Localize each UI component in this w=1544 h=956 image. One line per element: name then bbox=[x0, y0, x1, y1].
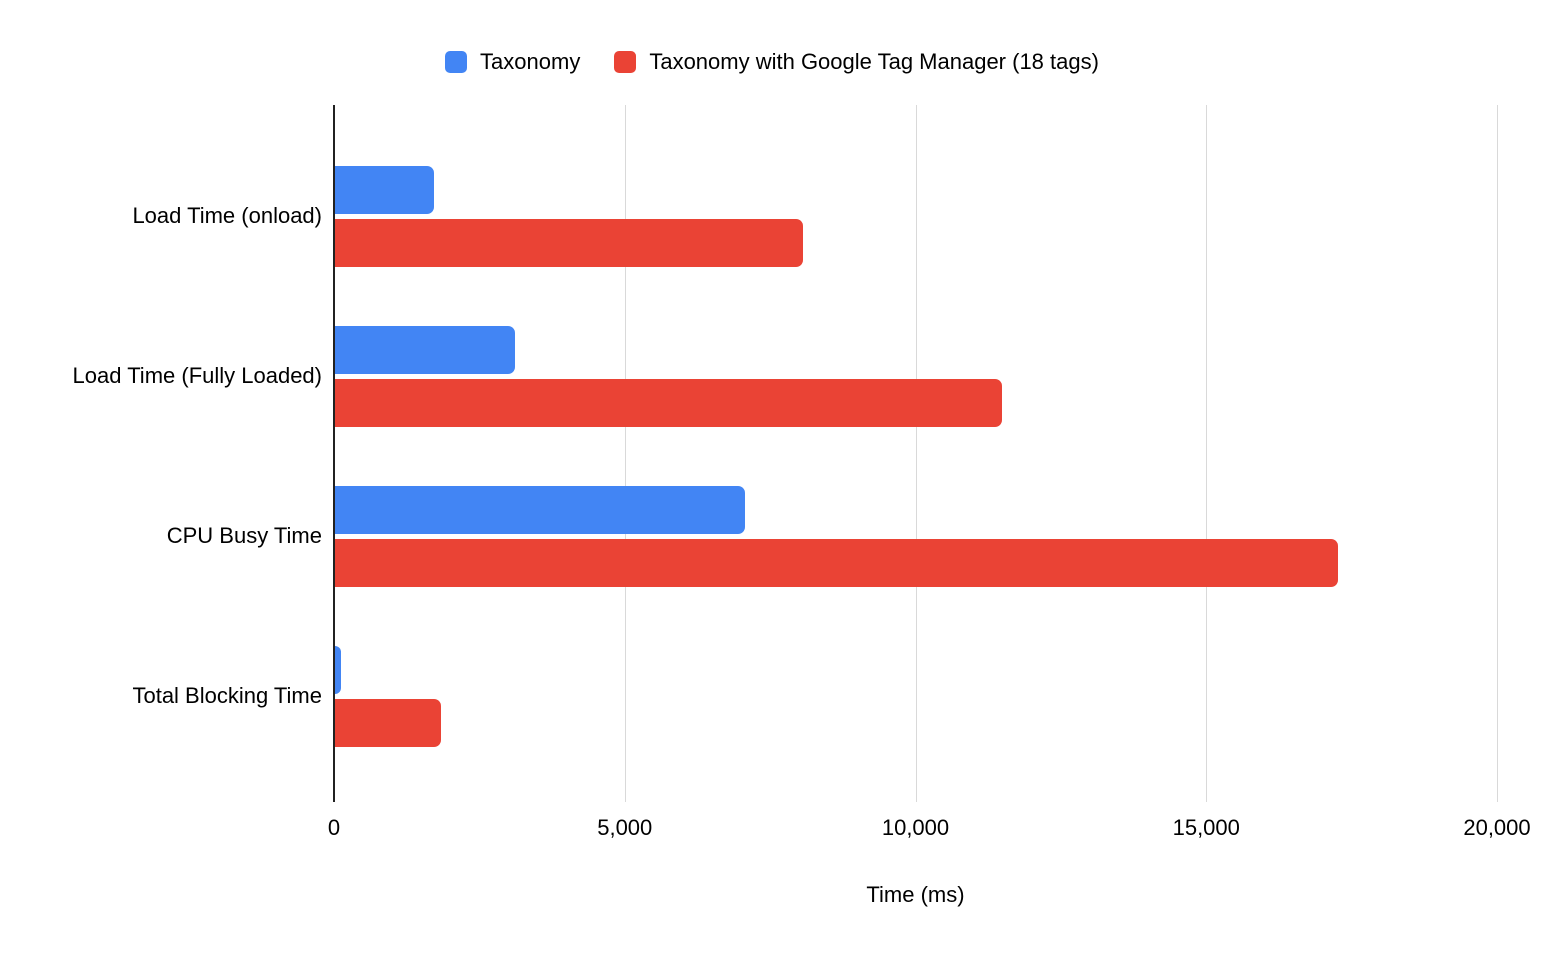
bar-series1-cat4 bbox=[335, 645, 341, 694]
legend-label: Taxonomy bbox=[480, 49, 581, 74]
gridline bbox=[624, 105, 626, 792]
category-label: Total Blocking Time bbox=[132, 682, 322, 708]
gridline bbox=[915, 105, 917, 792]
bar-series1-cat1 bbox=[335, 165, 434, 214]
tick-mark bbox=[1206, 792, 1208, 802]
legend-item: Taxonomy with Google Tag Manager (18 tag… bbox=[614, 49, 1099, 75]
tick-mark bbox=[915, 792, 917, 802]
x-tick-label: 10,000 bbox=[881, 815, 950, 840]
category-label: CPU Busy Time bbox=[166, 522, 322, 548]
x-axis-title: Time (ms) bbox=[866, 882, 965, 907]
legend-item: Taxonomy bbox=[445, 49, 580, 75]
bar-series2-cat3 bbox=[335, 538, 1338, 587]
plot-area bbox=[333, 105, 1498, 802]
legend-swatch-blue-icon bbox=[445, 51, 468, 73]
gridline bbox=[1497, 105, 1498, 792]
tick-mark bbox=[624, 792, 626, 802]
category-label: Load Time (onload) bbox=[132, 202, 322, 228]
tick-mark bbox=[333, 792, 335, 802]
x-tick-label: 15,000 bbox=[1172, 815, 1240, 840]
bar-series2-cat2 bbox=[335, 378, 1002, 427]
category-label: Load Time (Fully Loaded) bbox=[72, 362, 322, 388]
x-tick-label: 5,000 bbox=[597, 815, 653, 840]
x-tick-label: 0 bbox=[327, 815, 341, 840]
bar-series2-cat4 bbox=[335, 698, 442, 747]
chart-legend: Taxonomy Taxonomy with Google Tag Manager… bbox=[0, 44, 1544, 80]
bar-series2-cat1 bbox=[335, 218, 804, 267]
legend-label: Taxonomy with Google Tag Manager (18 tag… bbox=[649, 49, 1099, 74]
bar-series1-cat2 bbox=[335, 325, 516, 374]
gridline bbox=[1206, 105, 1208, 792]
y-axis-line bbox=[333, 105, 335, 792]
bar-series1-cat3 bbox=[335, 485, 745, 534]
legend-swatch-red-icon bbox=[614, 51, 637, 73]
x-tick-label: 20,000 bbox=[1463, 815, 1531, 840]
tick-mark bbox=[1497, 792, 1498, 802]
